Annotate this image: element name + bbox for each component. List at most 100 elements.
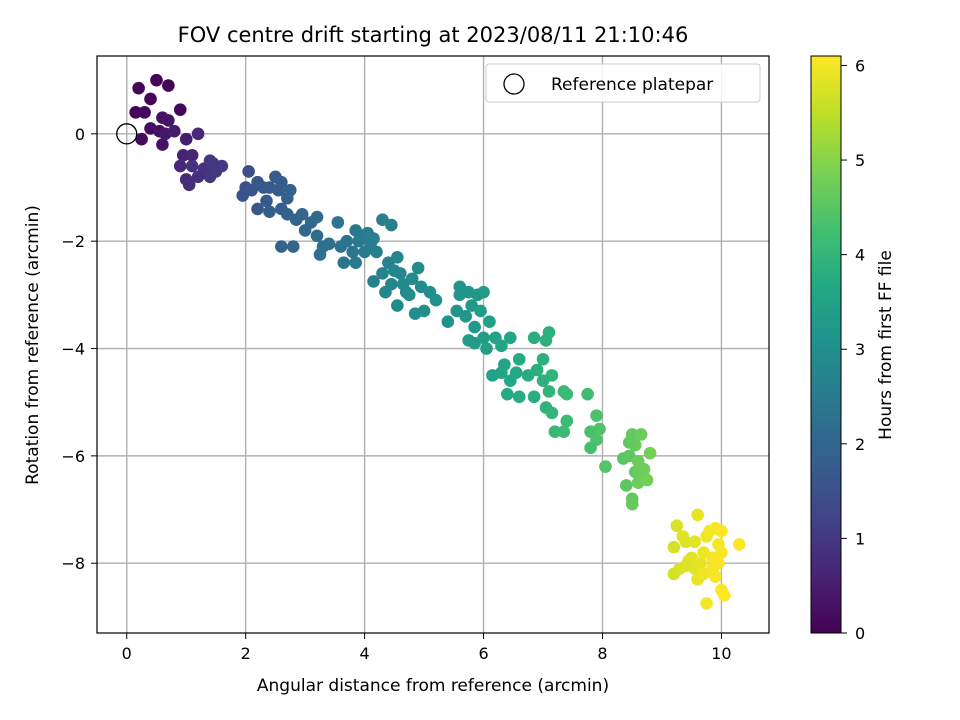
data-point xyxy=(679,559,693,573)
data-point xyxy=(477,331,490,345)
data-point xyxy=(129,106,142,119)
data-point xyxy=(191,127,205,141)
data-point xyxy=(337,256,351,269)
data-point xyxy=(480,342,493,355)
data-point xyxy=(286,240,300,253)
data-point xyxy=(391,299,404,312)
data-point xyxy=(322,237,336,251)
data-point xyxy=(512,352,526,366)
data-point xyxy=(162,79,175,92)
data-point xyxy=(530,363,544,377)
data-point xyxy=(310,229,324,243)
data-point xyxy=(548,425,562,439)
data-points xyxy=(129,73,746,610)
colorbar-tick-label: 2 xyxy=(855,435,865,454)
data-point xyxy=(527,331,541,345)
plot-frame xyxy=(96,55,770,634)
data-point xyxy=(527,390,541,404)
data-point xyxy=(501,387,514,401)
data-point xyxy=(263,205,276,218)
data-point xyxy=(185,148,199,162)
colorbar-tick-label: 6 xyxy=(855,56,865,75)
data-point xyxy=(593,422,606,436)
data-point xyxy=(542,385,556,398)
data-point xyxy=(251,202,264,216)
data-point xyxy=(391,250,404,264)
data-point xyxy=(504,331,517,345)
data-point xyxy=(483,315,496,328)
data-point xyxy=(709,570,722,583)
data-point xyxy=(179,132,193,146)
data-point xyxy=(640,473,654,487)
data-point xyxy=(667,540,681,554)
data-point xyxy=(670,519,684,532)
data-point xyxy=(495,339,508,353)
colorbar-tick-label: 0 xyxy=(855,624,865,643)
data-point xyxy=(622,436,636,449)
legend-marker xyxy=(503,73,525,95)
data-point xyxy=(536,352,550,366)
data-point xyxy=(331,216,345,229)
data-point xyxy=(715,524,728,538)
data-point xyxy=(712,556,725,570)
data-point xyxy=(168,124,181,138)
y-tick-label: −4 xyxy=(61,340,85,359)
colorbar-title: Hours from first FF file xyxy=(876,250,896,440)
reference-platepar-marker xyxy=(116,123,138,145)
data-point xyxy=(545,406,559,420)
data-point xyxy=(132,81,145,95)
data-point xyxy=(242,165,255,178)
data-point xyxy=(402,288,416,302)
legend-label: Reference platepar xyxy=(551,75,713,95)
chart-title: FOV centre drift starting at 2023/08/11 … xyxy=(178,23,689,47)
data-point xyxy=(367,232,380,245)
data-point xyxy=(557,425,571,439)
data-point xyxy=(135,132,148,146)
reference-marker xyxy=(116,123,138,145)
data-point xyxy=(643,446,657,460)
data-point xyxy=(590,409,603,422)
data-point xyxy=(429,293,443,307)
data-point xyxy=(718,589,731,602)
data-point xyxy=(144,92,157,106)
legend-box xyxy=(485,63,761,103)
data-point xyxy=(498,358,511,371)
data-point xyxy=(599,460,612,473)
data-point xyxy=(138,106,151,119)
y-axis-ticks: 0 −2 −4 −6 −8 xyxy=(61,125,97,573)
data-point xyxy=(156,138,169,151)
data-point xyxy=(408,307,422,320)
data-point xyxy=(560,387,574,401)
data-point xyxy=(162,114,175,127)
data-point xyxy=(625,497,639,511)
colorbar-tick-label: 1 xyxy=(855,529,865,548)
colorbar-tick-label: 4 xyxy=(855,246,865,265)
colorbar-ticks: 0 1 2 3 4 5 6 xyxy=(841,56,865,643)
data-point xyxy=(691,508,704,522)
colorbar xyxy=(810,55,842,634)
data-point xyxy=(619,479,633,492)
data-point xyxy=(370,245,383,259)
data-point xyxy=(310,210,324,224)
grid xyxy=(97,56,769,633)
data-point xyxy=(509,366,523,379)
data-point xyxy=(590,433,603,447)
data-point xyxy=(379,285,392,299)
x-tick-label: 6 xyxy=(478,644,488,663)
data-point xyxy=(313,248,327,261)
data-point xyxy=(411,261,425,275)
data-point xyxy=(637,462,651,476)
colorbar-tick-label: 5 xyxy=(855,151,865,170)
data-point xyxy=(295,208,309,221)
y-axis-title: Rotation from reference (arcmin) xyxy=(23,205,43,485)
data-point xyxy=(367,275,380,288)
data-point xyxy=(405,272,419,286)
data-point xyxy=(283,183,297,197)
data-point xyxy=(545,369,559,382)
data-point xyxy=(275,175,288,189)
data-point xyxy=(385,218,398,232)
data-point xyxy=(634,428,648,441)
colorbar-tick-label: 3 xyxy=(855,340,865,359)
data-point xyxy=(260,194,273,208)
data-point xyxy=(393,267,407,280)
